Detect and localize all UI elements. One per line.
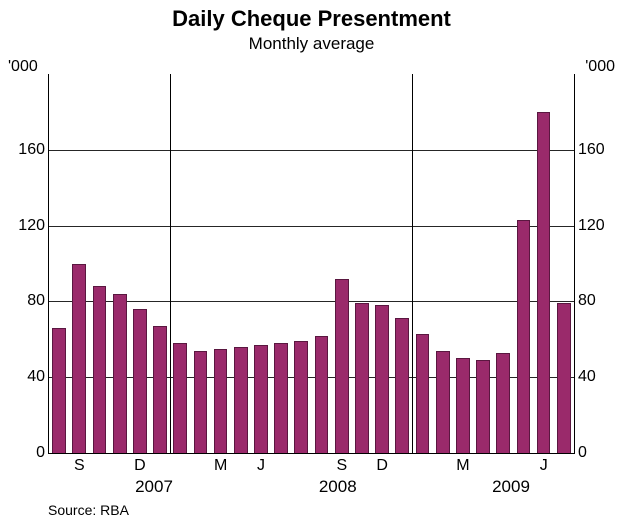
ytick-right: 40	[578, 368, 622, 386]
bar	[173, 343, 187, 453]
ytick-right: 0	[578, 444, 622, 462]
ytick-right: 160	[578, 141, 622, 159]
bar-slot	[211, 74, 231, 453]
bar-slot	[311, 74, 331, 453]
bar-slot	[150, 74, 170, 453]
bar	[315, 336, 329, 453]
bar	[113, 294, 127, 453]
bar-slot	[473, 74, 493, 453]
xtick-month: J	[540, 457, 548, 475]
chart-subtitle: Monthly average	[0, 34, 623, 54]
bar-slot	[332, 74, 352, 453]
year-divider	[170, 74, 171, 453]
bar	[476, 360, 490, 453]
y-axis-unit-left: '000	[8, 58, 38, 76]
ytick-left: 160	[1, 141, 45, 159]
bar-slot	[271, 74, 291, 453]
bar	[234, 347, 248, 453]
bar	[153, 326, 167, 453]
xtick-month: S	[336, 457, 347, 475]
bar-slot	[392, 74, 412, 453]
ytick-right: 120	[578, 217, 622, 235]
xtick-month: S	[74, 457, 85, 475]
ytick-left: 120	[1, 217, 45, 235]
bar	[456, 358, 470, 453]
plot-area: 0040408080120120160160SDMJSDMJ2007200820…	[48, 74, 575, 454]
bars-group	[49, 74, 574, 453]
chart-source: Source: RBA	[48, 502, 129, 518]
y-axis-unit-right: '000	[585, 58, 615, 76]
bar-slot	[251, 74, 271, 453]
xtick-month: D	[134, 457, 146, 475]
ytick-left: 80	[1, 292, 45, 310]
bar-slot	[534, 74, 554, 453]
bar	[517, 220, 531, 453]
ytick-left: 40	[1, 368, 45, 386]
bar	[375, 305, 389, 453]
xtick-year: 2008	[319, 477, 357, 497]
xtick-year: 2007	[135, 477, 173, 497]
bar-slot	[433, 74, 453, 453]
bar	[355, 303, 369, 453]
bar	[194, 351, 208, 453]
bar-slot	[49, 74, 69, 453]
chart-title: Daily Cheque Presentment	[0, 0, 623, 32]
bar	[133, 309, 147, 453]
year-divider	[412, 74, 413, 453]
ytick-left: 0	[1, 444, 45, 462]
xtick-year: 2009	[492, 477, 530, 497]
bar-slot	[291, 74, 311, 453]
bar-slot	[493, 74, 513, 453]
xtick-month: J	[257, 457, 265, 475]
bar	[274, 343, 288, 453]
bar	[52, 328, 66, 453]
bar-slot	[190, 74, 210, 453]
ytick-right: 80	[578, 292, 622, 310]
xtick-month: M	[456, 457, 469, 475]
bar-slot	[412, 74, 432, 453]
chart-container: Daily Cheque Presentment Monthly average…	[0, 0, 623, 528]
bar-slot	[69, 74, 89, 453]
bar	[537, 112, 551, 453]
bar-slot	[453, 74, 473, 453]
bar	[294, 341, 308, 453]
bar	[335, 279, 349, 453]
bar	[436, 351, 450, 453]
bar-slot	[554, 74, 574, 453]
xtick-month: D	[376, 457, 388, 475]
bar-slot	[352, 74, 372, 453]
bar	[416, 334, 430, 453]
bar	[557, 303, 571, 453]
bar	[395, 318, 409, 453]
bar-slot	[513, 74, 533, 453]
bar-slot	[170, 74, 190, 453]
bar	[214, 349, 228, 453]
bar	[93, 286, 107, 453]
bar	[254, 345, 268, 453]
bar-slot	[130, 74, 150, 453]
bar-slot	[110, 74, 130, 453]
xtick-month: M	[214, 457, 227, 475]
bar	[72, 264, 86, 454]
bar-slot	[89, 74, 109, 453]
bar	[496, 353, 510, 453]
bar-slot	[231, 74, 251, 453]
bar-slot	[372, 74, 392, 453]
